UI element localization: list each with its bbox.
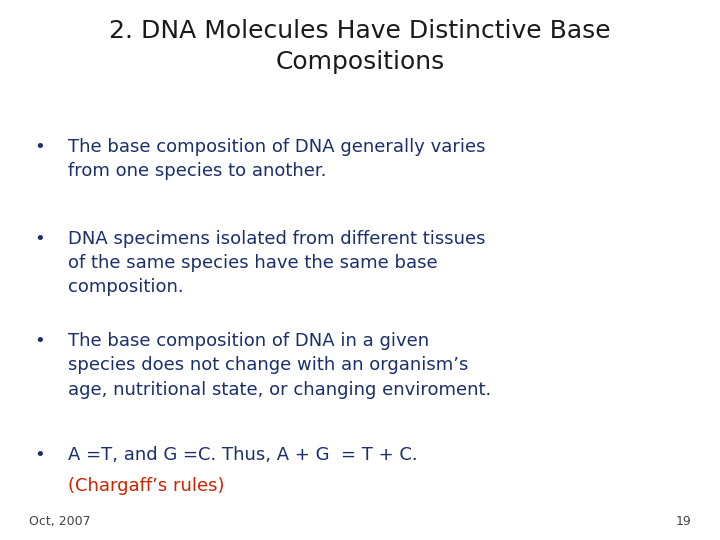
Text: 2. DNA Molecules Have Distinctive Base
Compositions: 2. DNA Molecules Have Distinctive Base C… [109,19,611,73]
Text: The base composition of DNA in a given
species does not change with an organism’: The base composition of DNA in a given s… [68,332,492,399]
Text: •: • [35,332,45,350]
Text: •: • [35,138,45,156]
Text: 19: 19 [675,515,691,528]
Text: (Chargaff’s rules): (Chargaff’s rules) [68,477,225,495]
Text: •: • [35,230,45,247]
Text: Oct, 2007: Oct, 2007 [29,515,91,528]
Text: A =T, and G =C. Thus, A + G  = T + C.: A =T, and G =C. Thus, A + G = T + C. [68,446,418,463]
Text: •: • [35,446,45,463]
Text: The base composition of DNA generally varies
from one species to another.: The base composition of DNA generally va… [68,138,486,180]
Text: DNA specimens isolated from different tissues
of the same species have the same : DNA specimens isolated from different ti… [68,230,486,296]
